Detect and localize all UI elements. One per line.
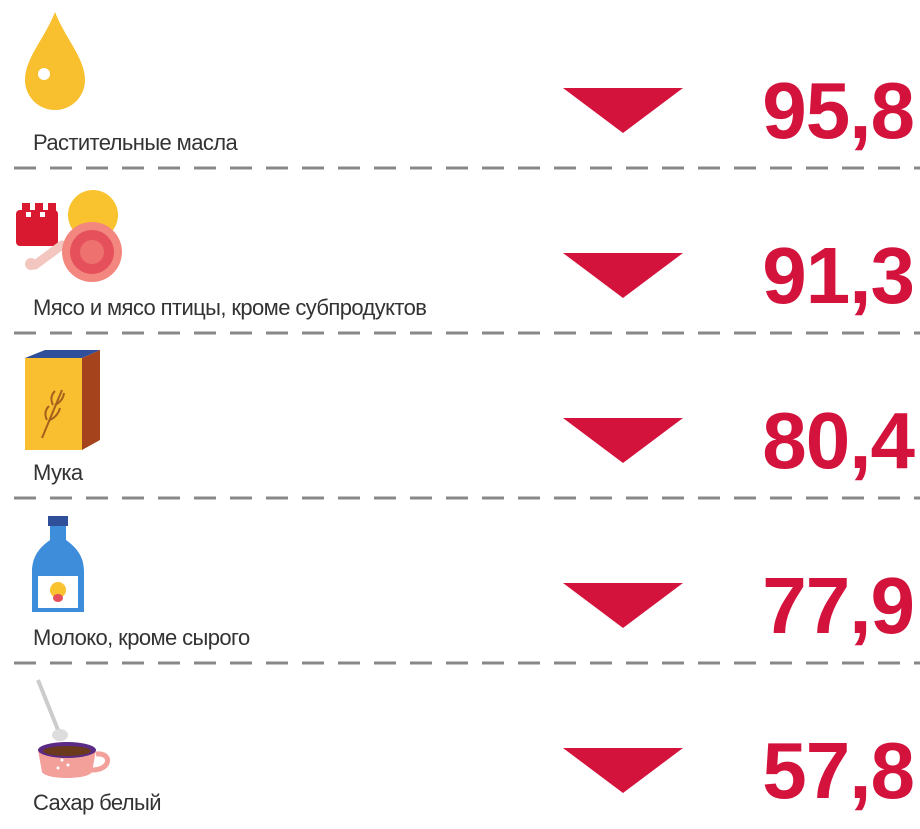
item-value: 80,4 <box>762 396 915 485</box>
down-arrow <box>563 748 683 793</box>
item-label: Молоко, кроме сырого <box>33 625 250 650</box>
down-arrow <box>563 583 683 628</box>
down-arrow <box>563 418 683 463</box>
item-value: 77,9 <box>762 561 914 650</box>
flour-icon <box>25 350 100 450</box>
item-value: 57,8 <box>762 726 914 815</box>
item-label: Сахар белый <box>33 790 161 815</box>
item-label: Растительные масла <box>33 130 238 155</box>
sugar-icon <box>36 679 110 778</box>
item-label: Мука <box>33 460 84 485</box>
item-value: 95,8 <box>762 66 914 155</box>
oil-icon <box>25 12 85 110</box>
down-arrow <box>563 253 683 298</box>
down-arrow <box>563 88 683 133</box>
item-label: Мясо и мясо птицы, кроме субпродуктов <box>33 295 426 320</box>
meat-icon <box>16 190 122 282</box>
item-value: 91,3 <box>762 231 914 320</box>
milk-icon <box>32 516 84 612</box>
